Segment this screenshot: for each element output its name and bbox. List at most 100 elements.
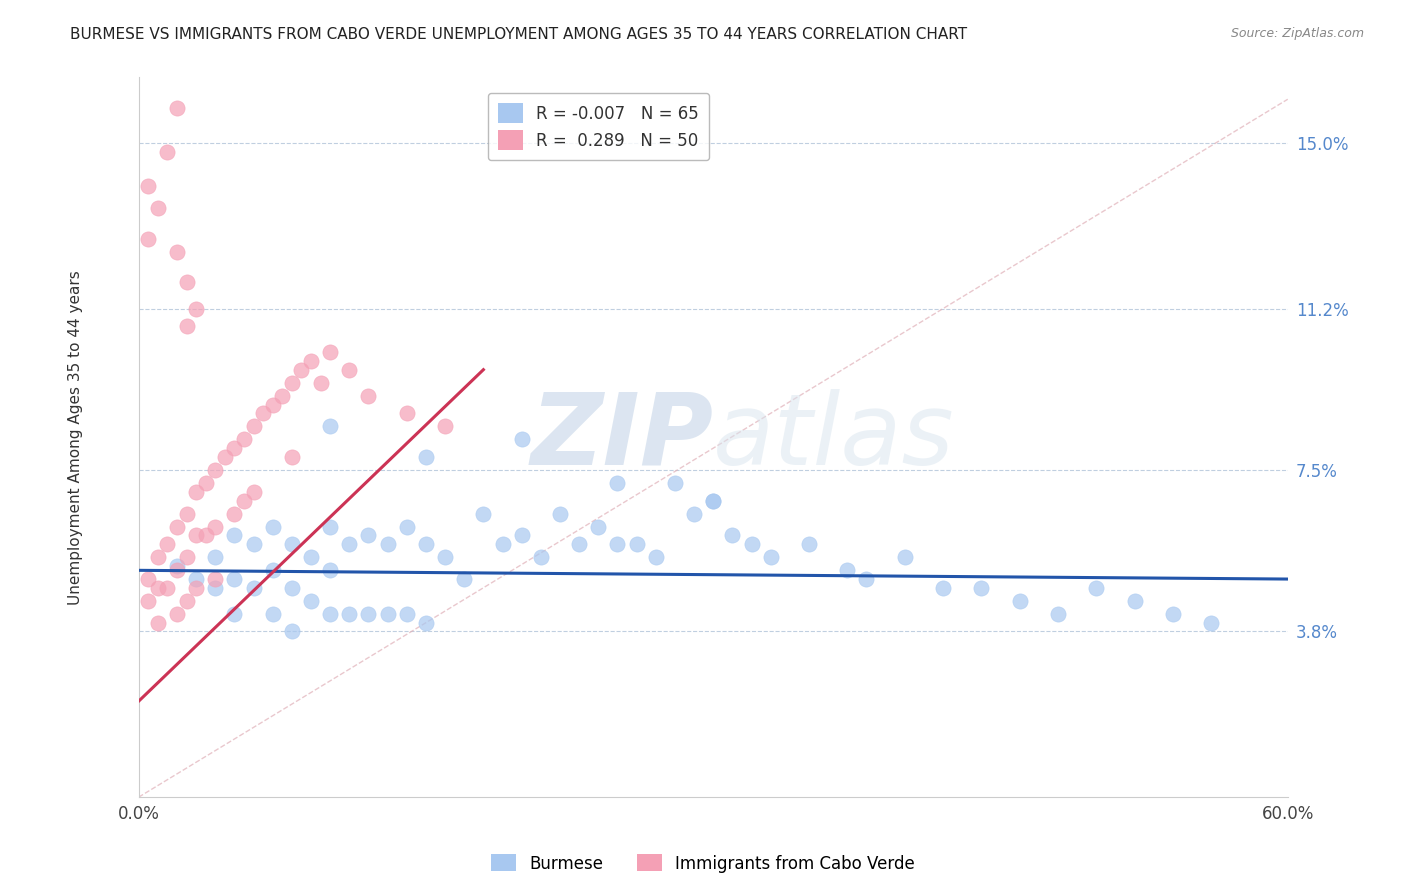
Point — [204, 581, 226, 595]
Point — [548, 507, 571, 521]
Point — [262, 607, 284, 621]
Point — [683, 507, 706, 521]
Point — [510, 433, 533, 447]
Point — [224, 572, 246, 586]
Point — [759, 550, 782, 565]
Point — [893, 550, 915, 565]
Point — [146, 615, 169, 630]
Point — [970, 581, 993, 595]
Point — [664, 476, 686, 491]
Point — [855, 572, 877, 586]
Point — [224, 607, 246, 621]
Point — [606, 476, 628, 491]
Point — [626, 537, 648, 551]
Point — [797, 537, 820, 551]
Point — [233, 493, 256, 508]
Point — [281, 376, 304, 390]
Point — [337, 607, 360, 621]
Point — [204, 550, 226, 565]
Point — [156, 537, 179, 551]
Point — [319, 419, 342, 434]
Point — [395, 607, 418, 621]
Point — [184, 528, 207, 542]
Point — [281, 581, 304, 595]
Point — [1123, 594, 1146, 608]
Point — [281, 624, 304, 639]
Point — [395, 519, 418, 533]
Legend: R = -0.007   N = 65, R =  0.289   N = 50: R = -0.007 N = 65, R = 0.289 N = 50 — [488, 93, 709, 161]
Point — [242, 484, 264, 499]
Point — [176, 594, 198, 608]
Point — [337, 362, 360, 376]
Point — [568, 537, 591, 551]
Text: Source: ZipAtlas.com: Source: ZipAtlas.com — [1230, 27, 1364, 40]
Point — [1046, 607, 1069, 621]
Point — [242, 419, 264, 434]
Point — [146, 550, 169, 565]
Point — [271, 389, 294, 403]
Point — [472, 507, 495, 521]
Point — [415, 537, 437, 551]
Point — [146, 202, 169, 216]
Text: ZIP: ZIP — [530, 389, 713, 486]
Point — [166, 558, 188, 573]
Point — [184, 301, 207, 316]
Point — [224, 441, 246, 455]
Point — [166, 563, 188, 577]
Point — [319, 519, 342, 533]
Point — [281, 537, 304, 551]
Point — [932, 581, 955, 595]
Point — [224, 507, 246, 521]
Point — [136, 232, 159, 246]
Point — [702, 493, 724, 508]
Point — [309, 376, 332, 390]
Point — [357, 528, 380, 542]
Point — [377, 607, 399, 621]
Point — [415, 450, 437, 464]
Point — [702, 493, 724, 508]
Point — [242, 581, 264, 595]
Point — [434, 419, 457, 434]
Point — [395, 406, 418, 420]
Point — [146, 581, 169, 595]
Point — [204, 572, 226, 586]
Point — [721, 528, 744, 542]
Point — [319, 345, 342, 359]
Point — [176, 319, 198, 334]
Point — [299, 594, 322, 608]
Point — [204, 519, 226, 533]
Point — [184, 581, 207, 595]
Point — [224, 528, 246, 542]
Point — [415, 615, 437, 630]
Point — [299, 550, 322, 565]
Point — [166, 607, 188, 621]
Point — [136, 594, 159, 608]
Point — [1199, 615, 1222, 630]
Point — [1161, 607, 1184, 621]
Text: Unemployment Among Ages 35 to 44 years: Unemployment Among Ages 35 to 44 years — [67, 270, 83, 605]
Point — [194, 528, 217, 542]
Point — [262, 519, 284, 533]
Point — [357, 607, 380, 621]
Point — [262, 398, 284, 412]
Point — [491, 537, 513, 551]
Point — [530, 550, 553, 565]
Point — [166, 244, 188, 259]
Point — [299, 354, 322, 368]
Point — [337, 537, 360, 551]
Point — [252, 406, 274, 420]
Point — [166, 519, 188, 533]
Point — [1085, 581, 1108, 595]
Point — [184, 572, 207, 586]
Point — [1008, 594, 1031, 608]
Point — [156, 581, 179, 595]
Point — [176, 276, 198, 290]
Point — [644, 550, 666, 565]
Point — [453, 572, 475, 586]
Point — [434, 550, 457, 565]
Point — [606, 537, 628, 551]
Point — [204, 463, 226, 477]
Point — [176, 550, 198, 565]
Text: BURMESE VS IMMIGRANTS FROM CABO VERDE UNEMPLOYMENT AMONG AGES 35 TO 44 YEARS COR: BURMESE VS IMMIGRANTS FROM CABO VERDE UN… — [70, 27, 967, 42]
Legend: Burmese, Immigrants from Cabo Verde: Burmese, Immigrants from Cabo Verde — [485, 847, 921, 880]
